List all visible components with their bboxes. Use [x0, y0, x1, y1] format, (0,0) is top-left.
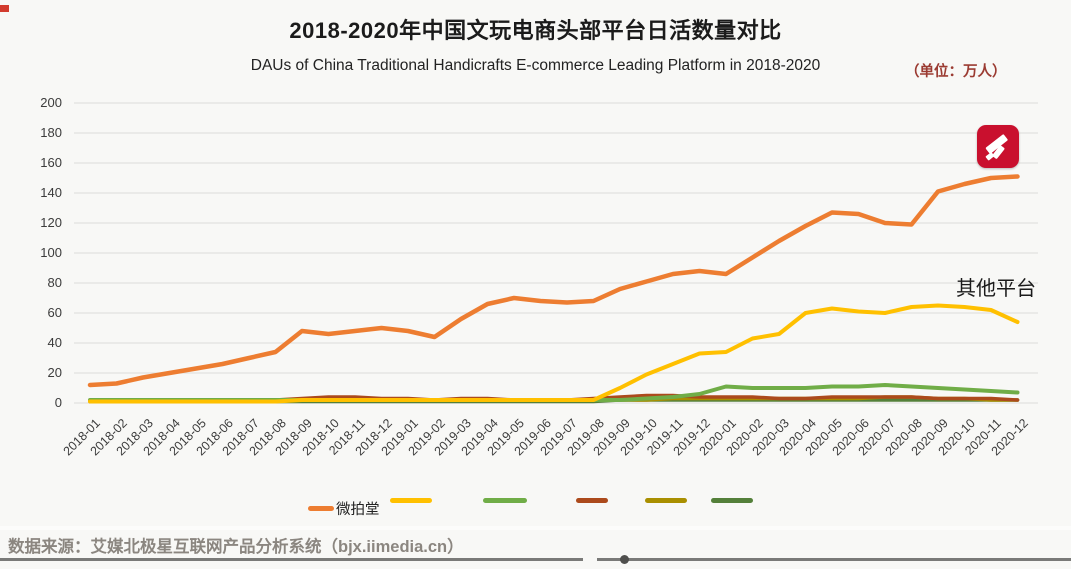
legend-label: 微拍堂 — [336, 502, 380, 518]
legend-item — [483, 498, 527, 503]
series-line — [88, 383, 1020, 402]
corner-red-mark — [0, 5, 9, 12]
legend-swatch — [308, 506, 334, 511]
y-tick-label: 60 — [47, 305, 62, 320]
legend-swatch — [576, 498, 608, 503]
y-tick-label: 180 — [40, 125, 62, 140]
unit-label: （单位：万人） — [905, 64, 1007, 80]
gavel-icon — [985, 133, 1008, 160]
y-tick-label: 200 — [40, 95, 62, 110]
legend-item — [711, 498, 753, 503]
data-source: 数据来源：艾媒北极星互联网产品分析系统（bjx.iimedia.cn） — [8, 538, 464, 556]
weipaitang-logo — [977, 125, 1019, 168]
y-tick-label: 40 — [47, 335, 62, 350]
series-line — [88, 393, 1020, 404]
chart-title: 2018-2020年中国文玩电商头部平台日活数量对比 — [289, 18, 782, 43]
y-tick-label: 0 — [54, 395, 62, 410]
legend-swatch — [711, 498, 753, 503]
series-line — [88, 398, 1020, 404]
legend-item — [390, 498, 432, 503]
legend-swatch — [390, 498, 432, 503]
legend-item — [645, 498, 687, 503]
scrubber-handle[interactable] — [620, 555, 629, 564]
y-tick-label: 80 — [47, 275, 62, 290]
y-tick-label: 120 — [40, 215, 62, 230]
series-line — [88, 395, 1020, 404]
series-line — [88, 303, 1020, 404]
progress-bar-left — [0, 558, 583, 561]
legend-swatch — [645, 498, 687, 503]
y-tick-label: 160 — [40, 155, 62, 170]
legend-item-微拍堂: 微拍堂 — [308, 498, 380, 519]
divider-strip — [0, 526, 1071, 530]
progress-bar-right — [597, 558, 1071, 561]
annotation-other-platforms: 其他平台 — [956, 278, 1036, 300]
series-line-微拍堂 — [87, 174, 1020, 388]
y-tick-label: 20 — [47, 365, 62, 380]
chart-subtitle: DAUs of China Traditional Handicrafts E-… — [250, 57, 821, 74]
legend-swatch — [483, 498, 527, 503]
legend-item — [576, 498, 608, 503]
y-tick-label: 140 — [40, 185, 62, 200]
y-tick-label: 100 — [40, 245, 62, 260]
